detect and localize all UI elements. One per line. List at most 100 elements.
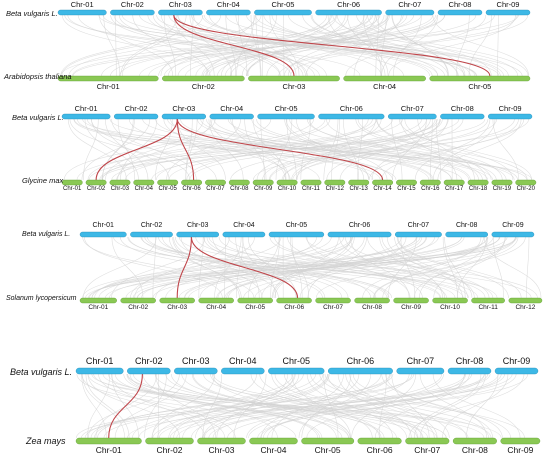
- target-species-label: Arabidopsis thaliana: [4, 72, 72, 81]
- reference-chromosome-bar: [316, 10, 382, 15]
- target-chromosome-bar: [198, 438, 246, 444]
- reference-chromosome-bar: [210, 114, 254, 119]
- target-chromosome-bar: [199, 298, 234, 303]
- reference-chromosome-bar: [62, 114, 110, 119]
- background-synteny-link: [493, 119, 519, 180]
- target-chromosome-bar: [250, 438, 298, 444]
- target-chromosome-bar: [394, 298, 429, 303]
- reference-chromosome-bar: [174, 368, 217, 374]
- target-chromosome-bar: [355, 298, 390, 303]
- background-synteny-link: [498, 15, 499, 76]
- reference-chromosome-bar: [268, 368, 324, 374]
- target-chromosome-bar: [205, 180, 225, 185]
- reference-chromosome-bar: [258, 114, 315, 119]
- background-synteny-link: [273, 237, 351, 298]
- reference-chromosome-bar: [58, 10, 106, 15]
- target-chromosome-bar: [238, 298, 273, 303]
- reference-chromosome-bar: [448, 368, 491, 374]
- target-chromosome-bar: [468, 180, 488, 185]
- background-synteny-link: [78, 15, 248, 76]
- background-synteny-link: [228, 374, 502, 438]
- target-species-label: Glycine max: [22, 176, 63, 185]
- panel-1: [58, 10, 530, 81]
- target-chromosome-bar: [277, 180, 297, 185]
- target-chromosome-bar: [430, 76, 530, 81]
- reference-chromosome-bar: [223, 232, 265, 237]
- background-synteny-link: [104, 15, 120, 76]
- reference-chromosome-bar: [395, 232, 441, 237]
- target-chromosome-bar: [248, 76, 339, 81]
- target-chromosome-bar: [372, 180, 392, 185]
- target-chromosome-label: Chr-03: [254, 82, 334, 91]
- target-chromosome-bar: [80, 298, 117, 303]
- background-synteny-link: [457, 237, 486, 298]
- target-chromosome-bar: [86, 180, 106, 185]
- target-chromosome-label: Chr-05: [440, 82, 520, 91]
- reference-chromosome-bar: [130, 232, 172, 237]
- reference-chromosome-label: Chr-09: [470, 104, 550, 113]
- target-chromosome-bar: [492, 180, 512, 185]
- target-chromosome-bar: [277, 298, 312, 303]
- reference-chromosome-bar: [440, 114, 484, 119]
- background-synteny-link: [374, 237, 519, 298]
- target-chromosome-bar: [162, 76, 244, 81]
- reference-chromosome-bar: [110, 10, 154, 15]
- reference-chromosome-bar: [388, 114, 436, 119]
- reference-chromosome-bar: [76, 368, 123, 374]
- reference-chromosome-bar: [114, 114, 158, 119]
- background-synteny-link: [247, 15, 385, 76]
- background-synteny-link: [309, 119, 483, 180]
- reference-chromosome-bar: [438, 10, 482, 15]
- target-chromosome-bar: [501, 438, 540, 444]
- reference-chromosome-bar: [495, 368, 538, 374]
- target-chromosome-bar: [76, 438, 142, 444]
- target-chromosome-label: Chr-20: [486, 186, 550, 192]
- background-synteny-link: [401, 237, 415, 298]
- target-chromosome-bar: [344, 76, 426, 81]
- background-synteny-link: [61, 15, 203, 76]
- target-chromosome-bar: [509, 298, 542, 303]
- target-chromosome-label: Chr-01: [68, 82, 148, 91]
- target-chromosome-bar: [396, 180, 416, 185]
- reference-chromosome-bar: [254, 10, 311, 15]
- reference-chromosome-bar: [319, 114, 385, 119]
- target-species-label: Solanum lycopersicum: [6, 295, 76, 302]
- reference-species-label: Beta vulgaris L.: [10, 367, 72, 377]
- background-synteny-link: [82, 374, 107, 438]
- reference-chromosome-bar: [269, 232, 324, 237]
- reference-chromosome-bar: [127, 368, 170, 374]
- background-synteny-link: [526, 237, 529, 298]
- reference-chromosome-bar: [386, 10, 434, 15]
- target-chromosome-bar: [160, 298, 195, 303]
- panel-4: [76, 368, 540, 444]
- target-chromosome-bar: [433, 298, 468, 303]
- target-chromosome-label: Chr-02: [163, 82, 243, 91]
- reference-species-label: Beta vulgaris L.: [6, 9, 58, 18]
- reference-chromosome-bar: [162, 114, 206, 119]
- reference-chromosome-label: Chr-09: [473, 222, 550, 229]
- target-chromosome-bar: [358, 438, 402, 444]
- target-chromosome-bar: [420, 180, 440, 185]
- target-chromosome-bar: [349, 180, 369, 185]
- reference-chromosome-bar: [397, 368, 444, 374]
- reference-chromosome-bar: [488, 114, 532, 119]
- reference-chromosome-bar: [206, 10, 250, 15]
- reference-chromosome-bar: [221, 368, 264, 374]
- background-synteny-link: [256, 15, 260, 76]
- target-chromosome-bar: [453, 438, 497, 444]
- target-chromosome-bar: [316, 298, 351, 303]
- reference-chromosome-bar: [328, 232, 391, 237]
- panel-2: [62, 114, 536, 185]
- target-chromosome-bar: [62, 180, 82, 185]
- reference-species-label: Beta vulgaris L.: [12, 113, 64, 122]
- target-chromosome-bar: [472, 298, 505, 303]
- reference-chromosome-bar: [486, 10, 530, 15]
- target-chromosome-bar: [302, 438, 354, 444]
- target-species-label: Zea mays: [26, 436, 66, 446]
- target-chromosome-bar: [229, 180, 249, 185]
- reference-chromosome-bar: [328, 368, 393, 374]
- target-chromosome-bar: [181, 180, 201, 185]
- reference-chromosome-bar: [80, 232, 126, 237]
- target-chromosome-bar: [110, 180, 130, 185]
